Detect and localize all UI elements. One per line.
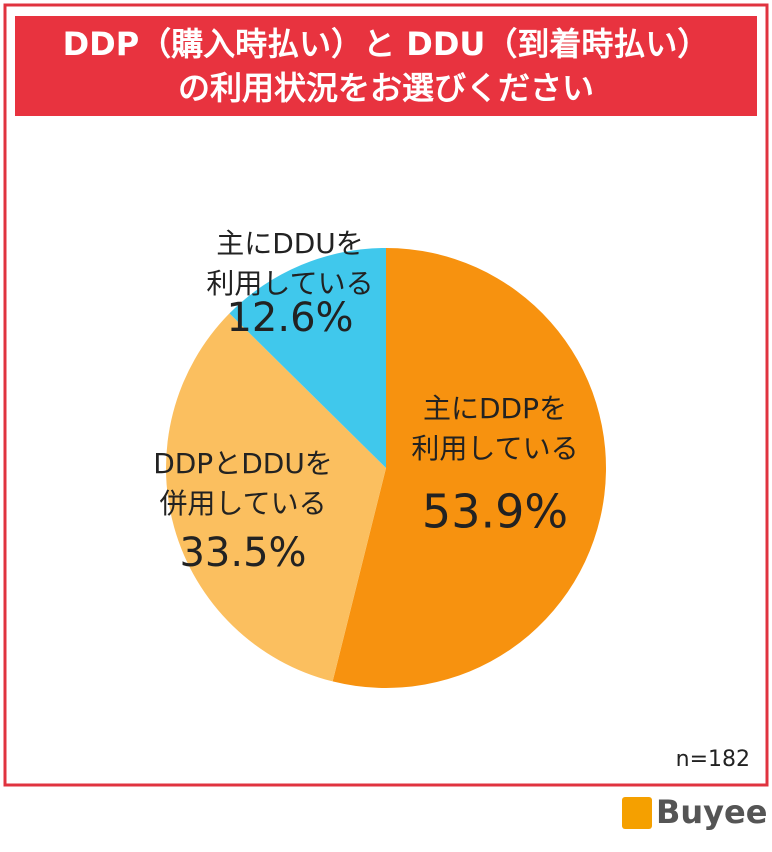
chart-title: の利用状況をお選びください: [178, 69, 594, 107]
slice-label: DDPとDDUを: [153, 447, 333, 480]
slice-label: 主にDDUを: [216, 227, 364, 260]
slice-label: 利用している: [411, 432, 578, 465]
value-label: 12.6%: [226, 295, 353, 341]
pie-slice: [229, 248, 386, 468]
note: n=182: [676, 747, 750, 772]
slice-label: 主にDDPを: [423, 392, 567, 425]
frame: [3, 3, 769, 787]
value-label: 33.5%: [179, 530, 306, 576]
slice-label: 利用している: [206, 267, 373, 300]
logo: Buyee: [656, 793, 767, 831]
value-label: 53.9%: [422, 485, 568, 539]
chart-title: DDP（購入時払い）と DDU（到着時払い）: [63, 25, 710, 63]
pie-slice: [165, 313, 386, 682]
slice-label: 併用している: [159, 487, 326, 520]
title-banner: [15, 16, 757, 116]
pie: 主にDDPを利用している53.9%DDPとDDUを併用している33.5%主にDD…: [153, 227, 607, 688]
pie-slice: [332, 248, 607, 688]
logo-icon: [622, 797, 652, 829]
